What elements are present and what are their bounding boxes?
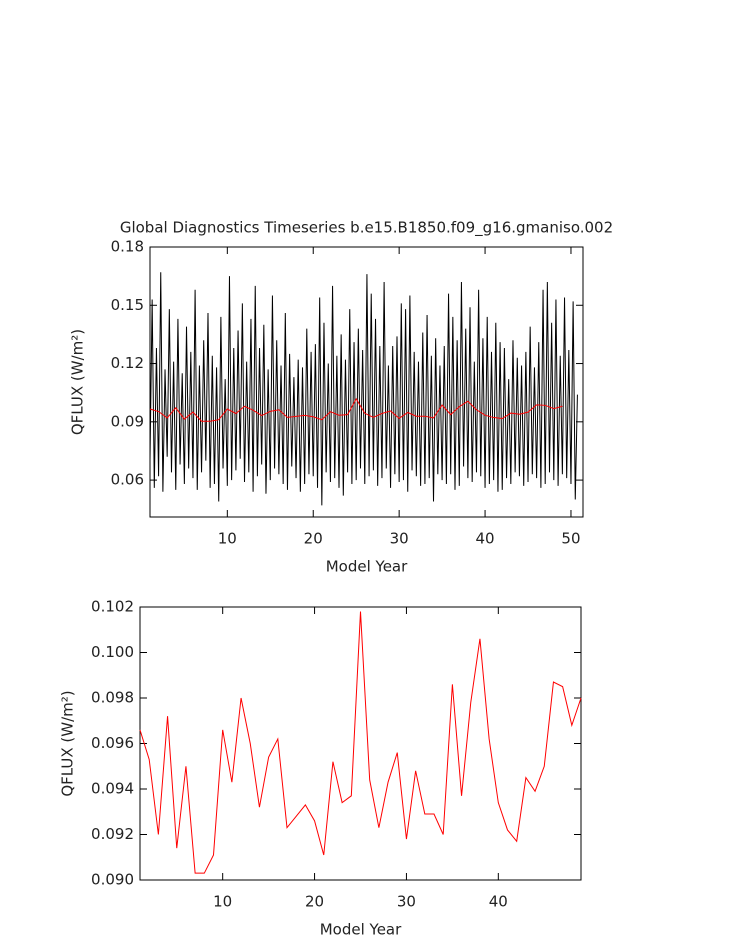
x-tick-label: 50 bbox=[561, 530, 580, 548]
y-tick-label: 0.096 bbox=[91, 734, 134, 752]
y-tick-label: 0.18 bbox=[111, 238, 144, 256]
y-tick-label: 0.092 bbox=[91, 825, 134, 843]
chart-title: Global Diagnostics Timeseries b.e15.B185… bbox=[120, 219, 613, 238]
x-tick-label: 40 bbox=[489, 893, 508, 911]
x-tick-label: 20 bbox=[304, 530, 323, 548]
x-axis-label: Model Year bbox=[320, 921, 402, 939]
x-tick-label: 10 bbox=[213, 893, 232, 911]
y-axis-label: QFLUX (W/m²) bbox=[59, 690, 77, 796]
y-tick-label: 0.09 bbox=[111, 412, 144, 430]
y-tick-label: 0.100 bbox=[91, 643, 134, 661]
data-line bbox=[149, 272, 578, 506]
x-axis-label: Model Year bbox=[326, 558, 408, 576]
y-tick-label: 0.06 bbox=[111, 471, 144, 489]
y-tick-label: 0.090 bbox=[91, 871, 134, 889]
data-line bbox=[139, 611, 582, 874]
x-tick-label: 10 bbox=[218, 530, 237, 548]
x-tick-label: 40 bbox=[476, 530, 495, 548]
y-tick-label: 0.098 bbox=[91, 689, 134, 707]
y-tick-label: 0.102 bbox=[91, 598, 134, 616]
y-tick-label: 0.12 bbox=[111, 354, 144, 372]
y-axis-label: QFLUX (W/m²) bbox=[69, 329, 87, 435]
y-tick-label: 0.094 bbox=[91, 780, 134, 798]
x-tick-label: 30 bbox=[390, 530, 409, 548]
data-line bbox=[149, 397, 563, 422]
x-tick-label: 30 bbox=[397, 893, 416, 911]
plot-frame bbox=[149, 246, 584, 518]
y-tick-label: 0.15 bbox=[111, 296, 144, 314]
x-tick-label: 20 bbox=[305, 893, 324, 911]
